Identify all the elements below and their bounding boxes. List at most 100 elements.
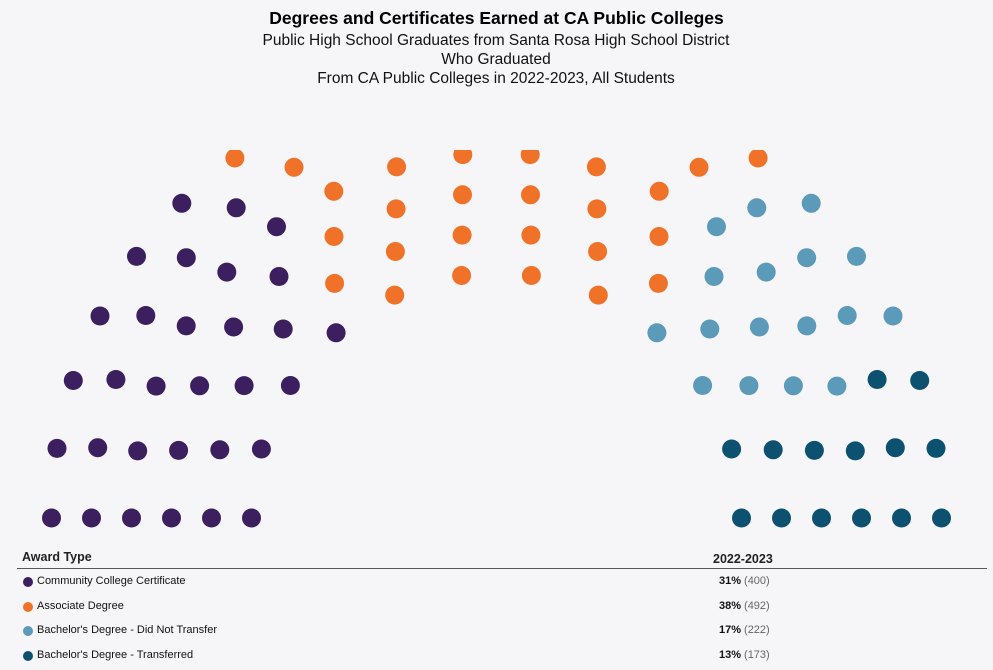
- seat-dot: [852, 508, 871, 528]
- seat-dot: [251, 439, 271, 459]
- legend-table: Award Type 2022-2023 Community College C…: [17, 548, 987, 667]
- seat-dot: [521, 225, 541, 245]
- seat-dot: [225, 150, 245, 168]
- seat-dot: [122, 508, 141, 528]
- chart-title: Degrees and Certificates Earned at CA Pu…: [269, 8, 724, 28]
- seat-dot: [520, 150, 540, 165]
- seat-dot: [521, 266, 541, 285]
- seat-dot: [88, 438, 108, 458]
- seat-dot: [325, 273, 345, 293]
- seat-dot: [932, 508, 951, 528]
- legend-value: 17% (222): [719, 624, 770, 636]
- seat-dot: [202, 508, 221, 528]
- seat-dot: [385, 285, 405, 305]
- seat-dot: [128, 441, 148, 461]
- parliament-chart: [42, 150, 951, 528]
- seat-dot: [242, 508, 261, 528]
- legend-label: Associate Degree: [37, 599, 124, 612]
- seat-dot: [722, 439, 742, 459]
- seat-dot: [452, 225, 472, 245]
- seat-dot: [269, 267, 289, 286]
- seat-dot: [588, 242, 608, 261]
- count-label: (492): [744, 599, 770, 612]
- seat-dot: [867, 370, 887, 389]
- legend-row: Bachelor's Degree - Transferred 13% (173): [17, 643, 987, 668]
- seat-dot: [797, 316, 817, 336]
- seat-dot: [837, 306, 857, 325]
- year-header: 2022-2023: [713, 552, 773, 566]
- seat-dot: [700, 319, 720, 339]
- seat-dot: [649, 227, 669, 246]
- seat-dot: [812, 508, 831, 528]
- seat-dot: [693, 376, 713, 395]
- legend-swatch: [23, 601, 33, 612]
- percent-label: 17%: [719, 624, 742, 636]
- seat-dot: [772, 508, 791, 528]
- subtitle-line-2: From CA Public Colleges in 2022-2023, Al…: [317, 70, 675, 87]
- seat-dot: [804, 440, 824, 460]
- seat-dot: [162, 508, 181, 528]
- seat-dot: [453, 150, 473, 165]
- legend-value: 13% (173): [719, 649, 770, 661]
- seat-dot: [387, 157, 407, 177]
- seat-dot: [47, 438, 67, 458]
- seat-dot: [226, 198, 246, 218]
- seat-dot: [649, 181, 669, 201]
- seat-dot: [749, 317, 769, 337]
- seat-dot: [797, 248, 817, 268]
- seat-dot: [234, 376, 254, 396]
- seat-dot: [146, 376, 166, 396]
- seat-dot: [326, 323, 346, 343]
- seat-dot: [169, 440, 189, 460]
- seat-dot: [647, 323, 667, 343]
- seat-dot: [386, 199, 406, 219]
- seat-dot: [827, 376, 847, 396]
- seat-dot: [689, 157, 709, 177]
- seat-dot: [747, 198, 767, 218]
- seat-dot: [783, 376, 803, 396]
- seat-dot: [704, 267, 724, 286]
- legend-label: Bachelor's Degree - Transferred: [37, 648, 194, 661]
- seat-dot: [136, 306, 156, 325]
- count-label: (400): [744, 575, 770, 587]
- seat-dot: [284, 157, 304, 177]
- seat-dot: [763, 440, 783, 460]
- seat-dot: [847, 246, 866, 266]
- seat-dot: [885, 438, 905, 458]
- seat-dot: [801, 193, 821, 213]
- seat-dot: [273, 319, 293, 339]
- seat-dot: [106, 370, 126, 389]
- seat-dot: [892, 508, 911, 528]
- seat-dot: [453, 185, 472, 205]
- percent-label: 13%: [719, 648, 742, 661]
- seat-dot: [739, 376, 759, 396]
- seat-dot: [883, 306, 903, 326]
- legend-row: Community College Certificate 31% (400): [17, 569, 987, 594]
- seat-dot: [42, 508, 61, 528]
- legend-swatch: [23, 577, 33, 587]
- seat-dot: [280, 376, 300, 395]
- seat-dot: [926, 438, 946, 458]
- seat-dot: [324, 227, 344, 246]
- seat-dot: [176, 316, 196, 336]
- seat-dot: [190, 376, 210, 396]
- seat-dot: [210, 440, 230, 460]
- seat-dot: [910, 371, 930, 390]
- seat-dot: [756, 262, 776, 282]
- seat-dot: [224, 317, 244, 337]
- seat-dot: [63, 371, 83, 390]
- legend-row: Bachelor's Degree - Did Not Transfer 17%…: [17, 618, 987, 643]
- seat-dot: [82, 508, 101, 528]
- seat-dot: [845, 441, 865, 461]
- count-label: (222): [744, 624, 770, 636]
- legend-value: 38% (492): [719, 600, 770, 612]
- seat-dot: [127, 246, 146, 266]
- seat-dot: [176, 248, 196, 268]
- seat-dot: [587, 199, 607, 219]
- seat-dot: [732, 508, 751, 528]
- seat-dot: [588, 285, 608, 305]
- seat-dot: [707, 217, 726, 237]
- legend-label: Community College Certificate: [37, 575, 186, 587]
- award-type-header: Award Type: [22, 550, 92, 564]
- legend-value: 31% (400): [719, 575, 770, 587]
